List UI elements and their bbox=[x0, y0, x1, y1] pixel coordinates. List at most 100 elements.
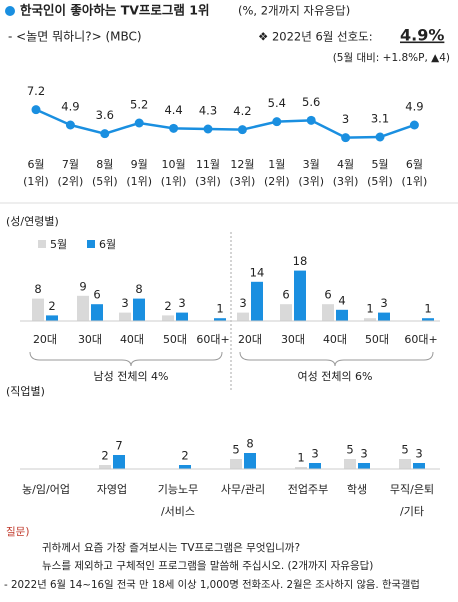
x-tick-label: 20대 bbox=[33, 333, 57, 346]
bar bbox=[91, 304, 103, 321]
bar bbox=[179, 465, 191, 469]
x-tick-label: 무직/은퇴 bbox=[390, 483, 434, 496]
point bbox=[409, 120, 419, 130]
x-tick-label: 60대+ bbox=[404, 333, 437, 346]
month-label: 8월 bbox=[96, 158, 113, 171]
bar bbox=[133, 298, 145, 321]
month-label: 6월 bbox=[27, 158, 44, 171]
rank-label: (3위) bbox=[298, 175, 324, 188]
bar bbox=[32, 298, 44, 321]
bar bbox=[399, 459, 411, 469]
value-label: 5 bbox=[346, 443, 353, 457]
x-tick-label: 60대+ bbox=[196, 333, 229, 346]
value-label: 1 bbox=[366, 302, 373, 316]
legend-label: 5월 bbox=[50, 238, 67, 251]
value-label: 14 bbox=[250, 265, 265, 279]
change: (5월 대비: +1.8%P, ▲4) bbox=[333, 52, 450, 64]
rank-label: (5위) bbox=[367, 175, 393, 188]
x-tick-label: 기능노무 bbox=[158, 483, 198, 496]
bar bbox=[77, 295, 89, 321]
title: 한국인이 좋아하는 TV프로그램 1위 bbox=[20, 3, 209, 18]
bar bbox=[336, 309, 348, 321]
month-label: 6월 bbox=[406, 158, 423, 171]
title-note: (%, 2개까지 자유응답) bbox=[238, 4, 350, 18]
value-label: 4.3 bbox=[199, 104, 217, 118]
value-label: 8 bbox=[135, 282, 142, 296]
value-label: 5.4 bbox=[268, 96, 286, 110]
bar bbox=[280, 304, 292, 321]
value-label: 3 bbox=[178, 296, 185, 310]
value-label: 5.2 bbox=[130, 98, 148, 112]
bar bbox=[322, 304, 334, 321]
point bbox=[341, 133, 351, 143]
bar bbox=[413, 463, 425, 469]
bar bbox=[162, 315, 174, 321]
value-label: 5 bbox=[401, 443, 408, 457]
x-tick-label: 사무/관리 bbox=[221, 483, 265, 496]
value-label: 4.9 bbox=[405, 100, 423, 114]
month-label: 9월 bbox=[131, 158, 148, 171]
pref-label: ❖ 2022년 6월 선호도: bbox=[258, 30, 373, 44]
value-label: 3 bbox=[311, 447, 318, 461]
group-label: 여성 전체의 6% bbox=[297, 370, 372, 383]
point bbox=[375, 132, 385, 142]
line bbox=[35, 108, 415, 139]
bar bbox=[364, 318, 376, 321]
x-tick-label: 40대 bbox=[120, 333, 144, 346]
x-tick-label: /서비스 bbox=[161, 505, 195, 518]
x-tick-label: 농/임/어업 bbox=[22, 483, 70, 496]
legend-swatch bbox=[87, 240, 95, 248]
value-label: 3 bbox=[360, 447, 367, 461]
male-bracket bbox=[29, 351, 223, 367]
x-tick-label: 자영업 bbox=[97, 483, 127, 496]
pref-value: 4.9% bbox=[400, 26, 444, 45]
value-label: 3 bbox=[380, 296, 387, 310]
value-label: 3.1 bbox=[371, 112, 389, 126]
value-label: 8 bbox=[246, 437, 253, 451]
x-tick-label: 전업주부 bbox=[288, 483, 328, 496]
month-label: 12월 bbox=[230, 158, 254, 171]
value-label: 4.2 bbox=[233, 104, 251, 118]
rank-label: (1위) bbox=[23, 175, 49, 188]
bar bbox=[237, 312, 249, 321]
x-tick-label: 30대 bbox=[78, 333, 102, 346]
value-label: 8 bbox=[34, 282, 41, 296]
rank-label: (3위) bbox=[230, 175, 256, 188]
value-label: 2 bbox=[164, 299, 171, 313]
rank-label: (1위) bbox=[126, 175, 152, 188]
point bbox=[31, 105, 41, 115]
female-bracket bbox=[239, 351, 434, 367]
month-label: 3월 bbox=[303, 158, 320, 171]
point bbox=[134, 118, 144, 128]
value-label: 3 bbox=[342, 112, 349, 126]
rank-label: (5위) bbox=[92, 175, 118, 188]
value-label: 7 bbox=[115, 439, 122, 453]
subtitle: (직업별) bbox=[6, 385, 45, 398]
rank-label: (2위) bbox=[264, 175, 290, 188]
bar bbox=[358, 463, 370, 469]
value-label: 6 bbox=[324, 288, 331, 302]
legend-label: 6월 bbox=[99, 238, 116, 251]
value-label: 1 bbox=[297, 451, 304, 465]
rank-label: (1위) bbox=[402, 175, 428, 188]
bar bbox=[378, 312, 390, 321]
month-label: 4월 bbox=[337, 158, 354, 171]
bar bbox=[422, 318, 434, 321]
value-label: 9 bbox=[79, 279, 86, 293]
value-label: 6 bbox=[93, 288, 100, 302]
x-tick-label: 50대 bbox=[163, 333, 187, 346]
value-label: 3 bbox=[239, 296, 246, 310]
group-label: 남성 전체의 4% bbox=[93, 370, 168, 383]
bar bbox=[244, 453, 256, 469]
value-label: 18 bbox=[293, 254, 308, 268]
bar bbox=[230, 459, 242, 469]
value-label: 3 bbox=[121, 296, 128, 310]
value-label: 1 bbox=[424, 302, 431, 316]
x-tick-label: 50대 bbox=[365, 333, 389, 346]
bar bbox=[176, 312, 188, 321]
value-label: 2 bbox=[101, 449, 108, 463]
point bbox=[237, 125, 247, 135]
rank-label: (3위) bbox=[333, 175, 359, 188]
title-dot bbox=[5, 6, 15, 16]
